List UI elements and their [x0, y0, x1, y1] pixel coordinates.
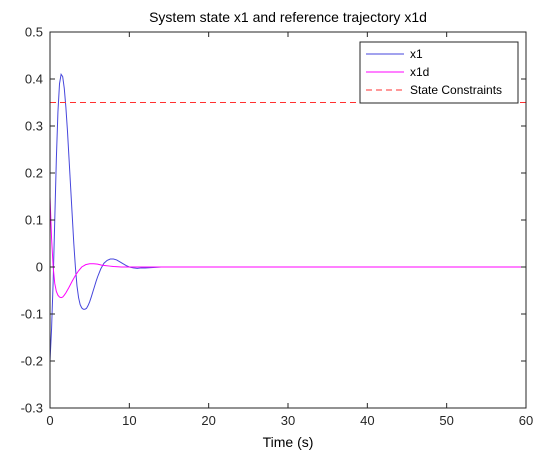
chart-title: System state x1 and reference trajectory…: [149, 9, 427, 25]
x-tick-label: 40: [360, 413, 374, 428]
x-tick-label: 60: [519, 413, 533, 428]
y-tick-label: 0: [36, 260, 43, 275]
legend-label: x1: [410, 47, 423, 61]
plot-area: [50, 72, 526, 362]
series-line-x1d: [50, 196, 526, 299]
x-tick-label: 20: [201, 413, 215, 428]
y-tick-label: -0.2: [21, 354, 43, 369]
tick-labels: 0 10 20 30 40 50 60 -0.3 -0.2 -0.1 0 0.1 0.2 0.3 0.4 0.…: [21, 25, 534, 429]
y-tick-label: 0.2: [25, 166, 43, 181]
y-tick-label: -0.1: [21, 307, 43, 322]
legend-label: State Constraints: [410, 83, 502, 97]
x-tick-label: 10: [122, 413, 136, 428]
x-axis-label: Time (s): [263, 434, 314, 450]
x-tick-label: 30: [281, 413, 295, 428]
legend: x1 x1d State Constraints: [359, 41, 519, 104]
legend-label: x1d: [410, 65, 429, 79]
series-line-x1: [50, 72, 162, 362]
axes: [49, 31, 527, 409]
y-tick-label: 0.5: [25, 25, 43, 40]
x-tick-label: 50: [439, 413, 453, 428]
y-tick-label: 0.1: [25, 213, 43, 228]
y-tick-label: 0.4: [25, 72, 43, 87]
y-tick-label: -0.3: [21, 401, 43, 416]
y-tick-label: 0.3: [25, 119, 43, 134]
x-tick-label: 0: [46, 413, 53, 428]
